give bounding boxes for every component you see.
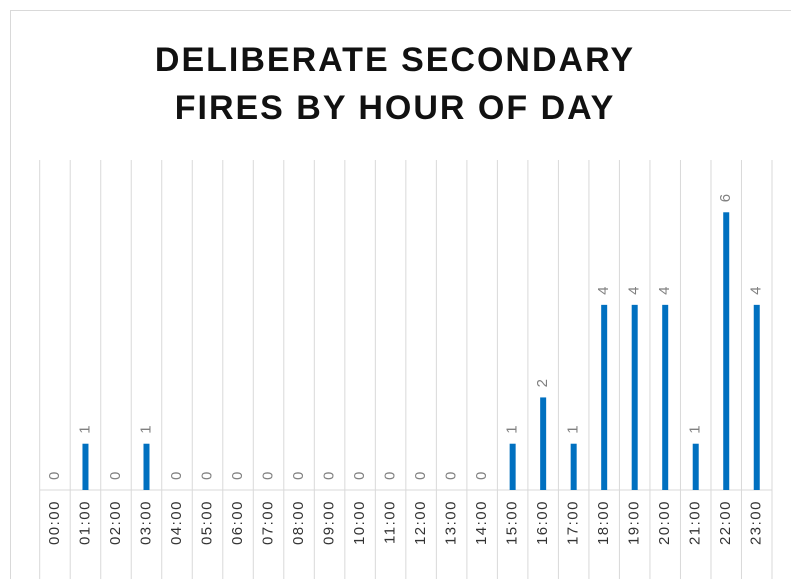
data-label: 0 [168, 472, 185, 480]
x-tick-label: 00:00 [46, 500, 63, 545]
bar [692, 443, 699, 490]
x-tick-label: 09:00 [321, 500, 338, 545]
x-tick-label: 06:00 [229, 500, 246, 545]
data-label: 0 [107, 472, 124, 480]
data-label: 4 [656, 287, 673, 295]
data-label: 4 [626, 287, 643, 295]
x-tick-label: 20:00 [656, 500, 673, 545]
data-label: 4 [748, 287, 765, 295]
data-label: 1 [687, 425, 704, 433]
x-tick-label: 22:00 [717, 500, 734, 545]
x-tick-label: 18:00 [595, 500, 612, 545]
data-label: 0 [412, 472, 429, 480]
data-label: 0 [351, 472, 368, 480]
data-label: 1 [137, 425, 154, 433]
data-label: 0 [290, 472, 307, 480]
data-label: 1 [565, 425, 582, 433]
data-label: 0 [382, 472, 399, 480]
x-tick-label: 17:00 [565, 500, 582, 545]
x-tick-label: 10:00 [351, 500, 368, 545]
chart-title: DELIBERATE SECONDARY FIRES BY HOUR OF DA… [154, 41, 636, 127]
bar [662, 304, 669, 490]
x-tick-label: 05:00 [198, 500, 215, 545]
bar [143, 443, 150, 490]
bar [509, 443, 516, 490]
x-tick-label: 07:00 [260, 500, 277, 545]
x-tick-label: 03:00 [137, 500, 154, 545]
bar [723, 212, 730, 491]
bar [540, 397, 547, 490]
bar [601, 304, 608, 490]
chart-border [10, 10, 791, 579]
data-label: 0 [321, 472, 338, 480]
data-label: 0 [198, 472, 215, 480]
bar [82, 443, 89, 490]
data-label: 0 [229, 472, 246, 480]
x-tick-label: 02:00 [107, 500, 124, 545]
data-label: 0 [260, 472, 277, 480]
x-tick-label: 08:00 [290, 500, 307, 545]
x-tick-label: 15:00 [504, 500, 521, 545]
data-label: 6 [717, 194, 734, 202]
x-tick-label: 04:00 [168, 500, 185, 545]
data-label: 4 [595, 287, 612, 295]
bar [570, 443, 577, 490]
x-tick-label: 21:00 [687, 500, 704, 545]
bar [631, 304, 638, 490]
bar [753, 304, 760, 490]
data-label: 0 [443, 472, 460, 480]
data-label: 2 [534, 379, 551, 387]
x-tick-label: 14:00 [473, 500, 490, 545]
x-tick-label: 01:00 [76, 500, 93, 545]
data-label: 1 [76, 425, 93, 433]
x-tick-label: 23:00 [748, 500, 765, 545]
data-label: 0 [46, 472, 63, 480]
data-label: 0 [473, 472, 490, 480]
data-label: 1 [504, 425, 521, 433]
x-tick-label: 19:00 [626, 500, 643, 545]
x-tick-label: 12:00 [412, 500, 429, 545]
x-tick-label: 16:00 [534, 500, 551, 545]
x-tick-label: 13:00 [443, 500, 460, 545]
x-tick-label: 11:00 [382, 500, 399, 544]
